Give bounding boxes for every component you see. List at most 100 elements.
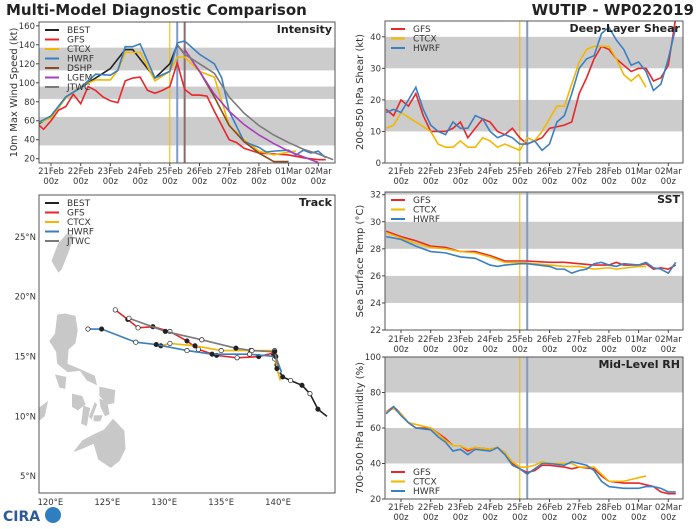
- land-mass: [51, 233, 74, 273]
- legend-label: BEST: [67, 26, 91, 36]
- x-tick-hour: 00z: [542, 513, 558, 523]
- y-tick-label: 28: [370, 245, 381, 255]
- track-ctcx-marker: [192, 343, 198, 349]
- y-tick-label: 40: [24, 136, 35, 146]
- x-tick-date: 27Feb: [566, 167, 592, 177]
- y-tick-label: 160: [19, 22, 35, 32]
- legend-label: GFS: [67, 209, 85, 219]
- legend-label: GFS: [413, 196, 431, 206]
- x-tick-date: 24Feb: [477, 335, 503, 345]
- x-tick-hour: 00z: [423, 177, 439, 187]
- track-panel: 120°E 125°E 130°E 135°E 140°E 5°N 10°N 15°N 20°N…: [15, 194, 336, 508]
- legend-label: GFS: [413, 468, 431, 478]
- x-tick-hour: 00z: [631, 345, 647, 355]
- track-gfs-marker: [234, 355, 240, 361]
- land-mass: [54, 374, 67, 389]
- land-mass: [72, 393, 86, 411]
- x-tick-date: 01Mar: [625, 503, 652, 513]
- track-hwrf-marker: [184, 348, 190, 354]
- land-mass: [99, 386, 116, 405]
- land-mass: [93, 415, 103, 422]
- x-tick-date: 22Feb: [418, 167, 444, 177]
- x-tick-date: 02Mar: [655, 335, 682, 345]
- cira-logo-text: CIRA: [3, 509, 40, 525]
- cira-logo-globe: [45, 507, 61, 523]
- plot-frame: [384, 191, 684, 331]
- legend-label: CTCX: [67, 45, 91, 55]
- x-tick-date: 27Feb: [566, 503, 592, 513]
- x-tick-date: 01Mar: [625, 335, 652, 345]
- y-axis-label: Sea Surface Temp (°C): [355, 205, 366, 318]
- track-best-marker: [288, 377, 294, 384]
- x-tick-date: 01Mar: [275, 167, 302, 177]
- y-tick-label: 26: [370, 272, 381, 282]
- y-tick-label: 22: [370, 326, 381, 336]
- x-tick-hour: 00z: [512, 345, 528, 355]
- track-jtwc-marker: [272, 349, 278, 355]
- x-tick-date: 24Feb: [477, 167, 503, 177]
- plot-area: [385, 21, 683, 163]
- plot-area: [39, 233, 328, 468]
- y-tick-label: 60: [24, 117, 35, 127]
- x-tick-hour: 00z: [542, 177, 558, 187]
- track-best-marker: [280, 374, 286, 380]
- x-tick-date: 25Feb: [507, 503, 533, 513]
- intensity-band: [385, 99, 683, 132]
- x-tick-hour: 00z: [631, 177, 647, 187]
- intensity-band: [385, 192, 683, 195]
- track-hwrf-marker: [85, 326, 91, 332]
- x-tick-date: 23Feb: [447, 335, 473, 345]
- rh-hwrf-line: [385, 405, 676, 493]
- x-tick-date: 28Feb: [596, 335, 622, 345]
- track-jtwc-marker: [249, 348, 255, 354]
- plot-frame: [384, 356, 684, 500]
- track-best-marker: [315, 406, 321, 412]
- plot-frame: [384, 20, 684, 164]
- x-tick-hour: 00z: [132, 177, 148, 187]
- y-axis-label: 10m Max Wind Speed (kt): [9, 27, 20, 157]
- y-tick-label: 100: [19, 79, 35, 89]
- intensity-gfs-line: [39, 60, 326, 161]
- land-mass: [73, 418, 126, 468]
- lon-tick-label: 130°E: [151, 498, 177, 508]
- land-mass: [99, 398, 110, 417]
- lat-tick-label: 5°N: [20, 472, 36, 482]
- plot-area: [385, 192, 683, 330]
- legend-label: HWRF: [67, 55, 94, 65]
- panels: 2040608010012014016021Feb00z22Feb00z23Fe…: [9, 20, 684, 523]
- legend-label: HWRF: [67, 228, 94, 238]
- x-tick-hour: 00z: [631, 513, 647, 523]
- x-tick-date: 28Feb: [596, 503, 622, 513]
- y-axis-label: 200-850 hPa Shear (kt): [355, 34, 366, 150]
- legend-label: DSHP: [67, 64, 92, 74]
- plot-area: [39, 22, 335, 163]
- x-tick-hour: 00z: [162, 177, 178, 187]
- y-tick-label: 60: [370, 424, 381, 434]
- track-gfs-marker: [112, 307, 118, 313]
- legend-label: GFS: [67, 36, 85, 46]
- lat-tick-label: 20°N: [15, 293, 36, 303]
- intensity-jtwc-line: [176, 44, 334, 161]
- x-tick-hour: 00z: [572, 513, 588, 523]
- lat-tick-label: 25°N: [15, 233, 36, 243]
- x-tick-hour: 00z: [393, 513, 409, 523]
- legend-label: CTCX: [413, 478, 437, 488]
- panel-title: SST: [657, 193, 680, 206]
- y-tick-label: 40: [370, 33, 381, 43]
- x-tick-hour: 00z: [512, 513, 528, 523]
- intensity-band: [385, 428, 683, 464]
- rh-ctcx-line: [385, 407, 647, 483]
- x-tick-hour: 00z: [601, 345, 617, 355]
- y-tick-label: 32: [370, 191, 381, 201]
- intensity-band: [385, 221, 683, 249]
- sst-gfs-line: [385, 230, 677, 270]
- land-mass: [81, 405, 91, 426]
- track-jtwc-marker: [126, 315, 132, 321]
- x-tick-date: 23Feb: [447, 167, 473, 177]
- x-tick-date: 21Feb: [38, 167, 64, 177]
- x-tick-hour: 00z: [601, 177, 617, 187]
- track-hwrf-marker: [133, 339, 139, 345]
- plot-frame: [38, 21, 336, 164]
- x-tick-hour: 00z: [423, 513, 439, 523]
